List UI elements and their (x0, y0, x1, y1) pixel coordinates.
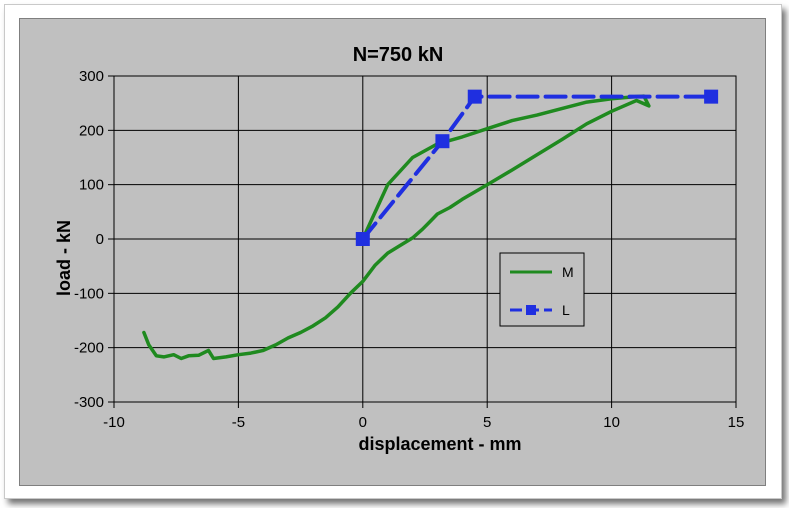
series-group (142, 89, 719, 361)
x-tick-label: 5 (483, 414, 491, 431)
y-tick-label: 0 (96, 231, 104, 248)
series-l-point (467, 89, 482, 104)
grid-lines (114, 76, 736, 402)
y-tick-label: -100 (74, 285, 104, 302)
x-tick-label: -10 (103, 414, 125, 431)
y-tick-label: -200 (74, 340, 104, 357)
legend-label-m: M (562, 264, 574, 280)
series-m-line (142, 94, 651, 361)
series-l-point (435, 134, 450, 149)
axes: -10 -5 0 5 10 15 -300 -200 -100 0 100 200 300 (74, 68, 744, 431)
series-l-line (360, 94, 714, 241)
series-l-point (704, 89, 719, 104)
y-axis-label: load - kN (54, 220, 74, 296)
y-tick-label: 200 (79, 122, 104, 139)
y-tick-label: -300 (74, 394, 104, 411)
y-tick-label: 300 (79, 68, 104, 85)
legend-marker-l (526, 305, 536, 315)
x-tick-label: 15 (728, 414, 745, 431)
chart-title: N=750 kN (353, 44, 444, 66)
x-axis-label: displacement - mm (358, 434, 521, 454)
legend-box (499, 252, 585, 327)
series-l-point (355, 232, 370, 246)
legend-label-l: L (562, 302, 570, 318)
x-tick-label: 0 (359, 414, 367, 431)
x-tick-label: -5 (232, 414, 245, 431)
legend: M L (499, 252, 585, 327)
x-tick-label: 10 (603, 414, 620, 431)
y-tick-label: 100 (79, 177, 104, 194)
